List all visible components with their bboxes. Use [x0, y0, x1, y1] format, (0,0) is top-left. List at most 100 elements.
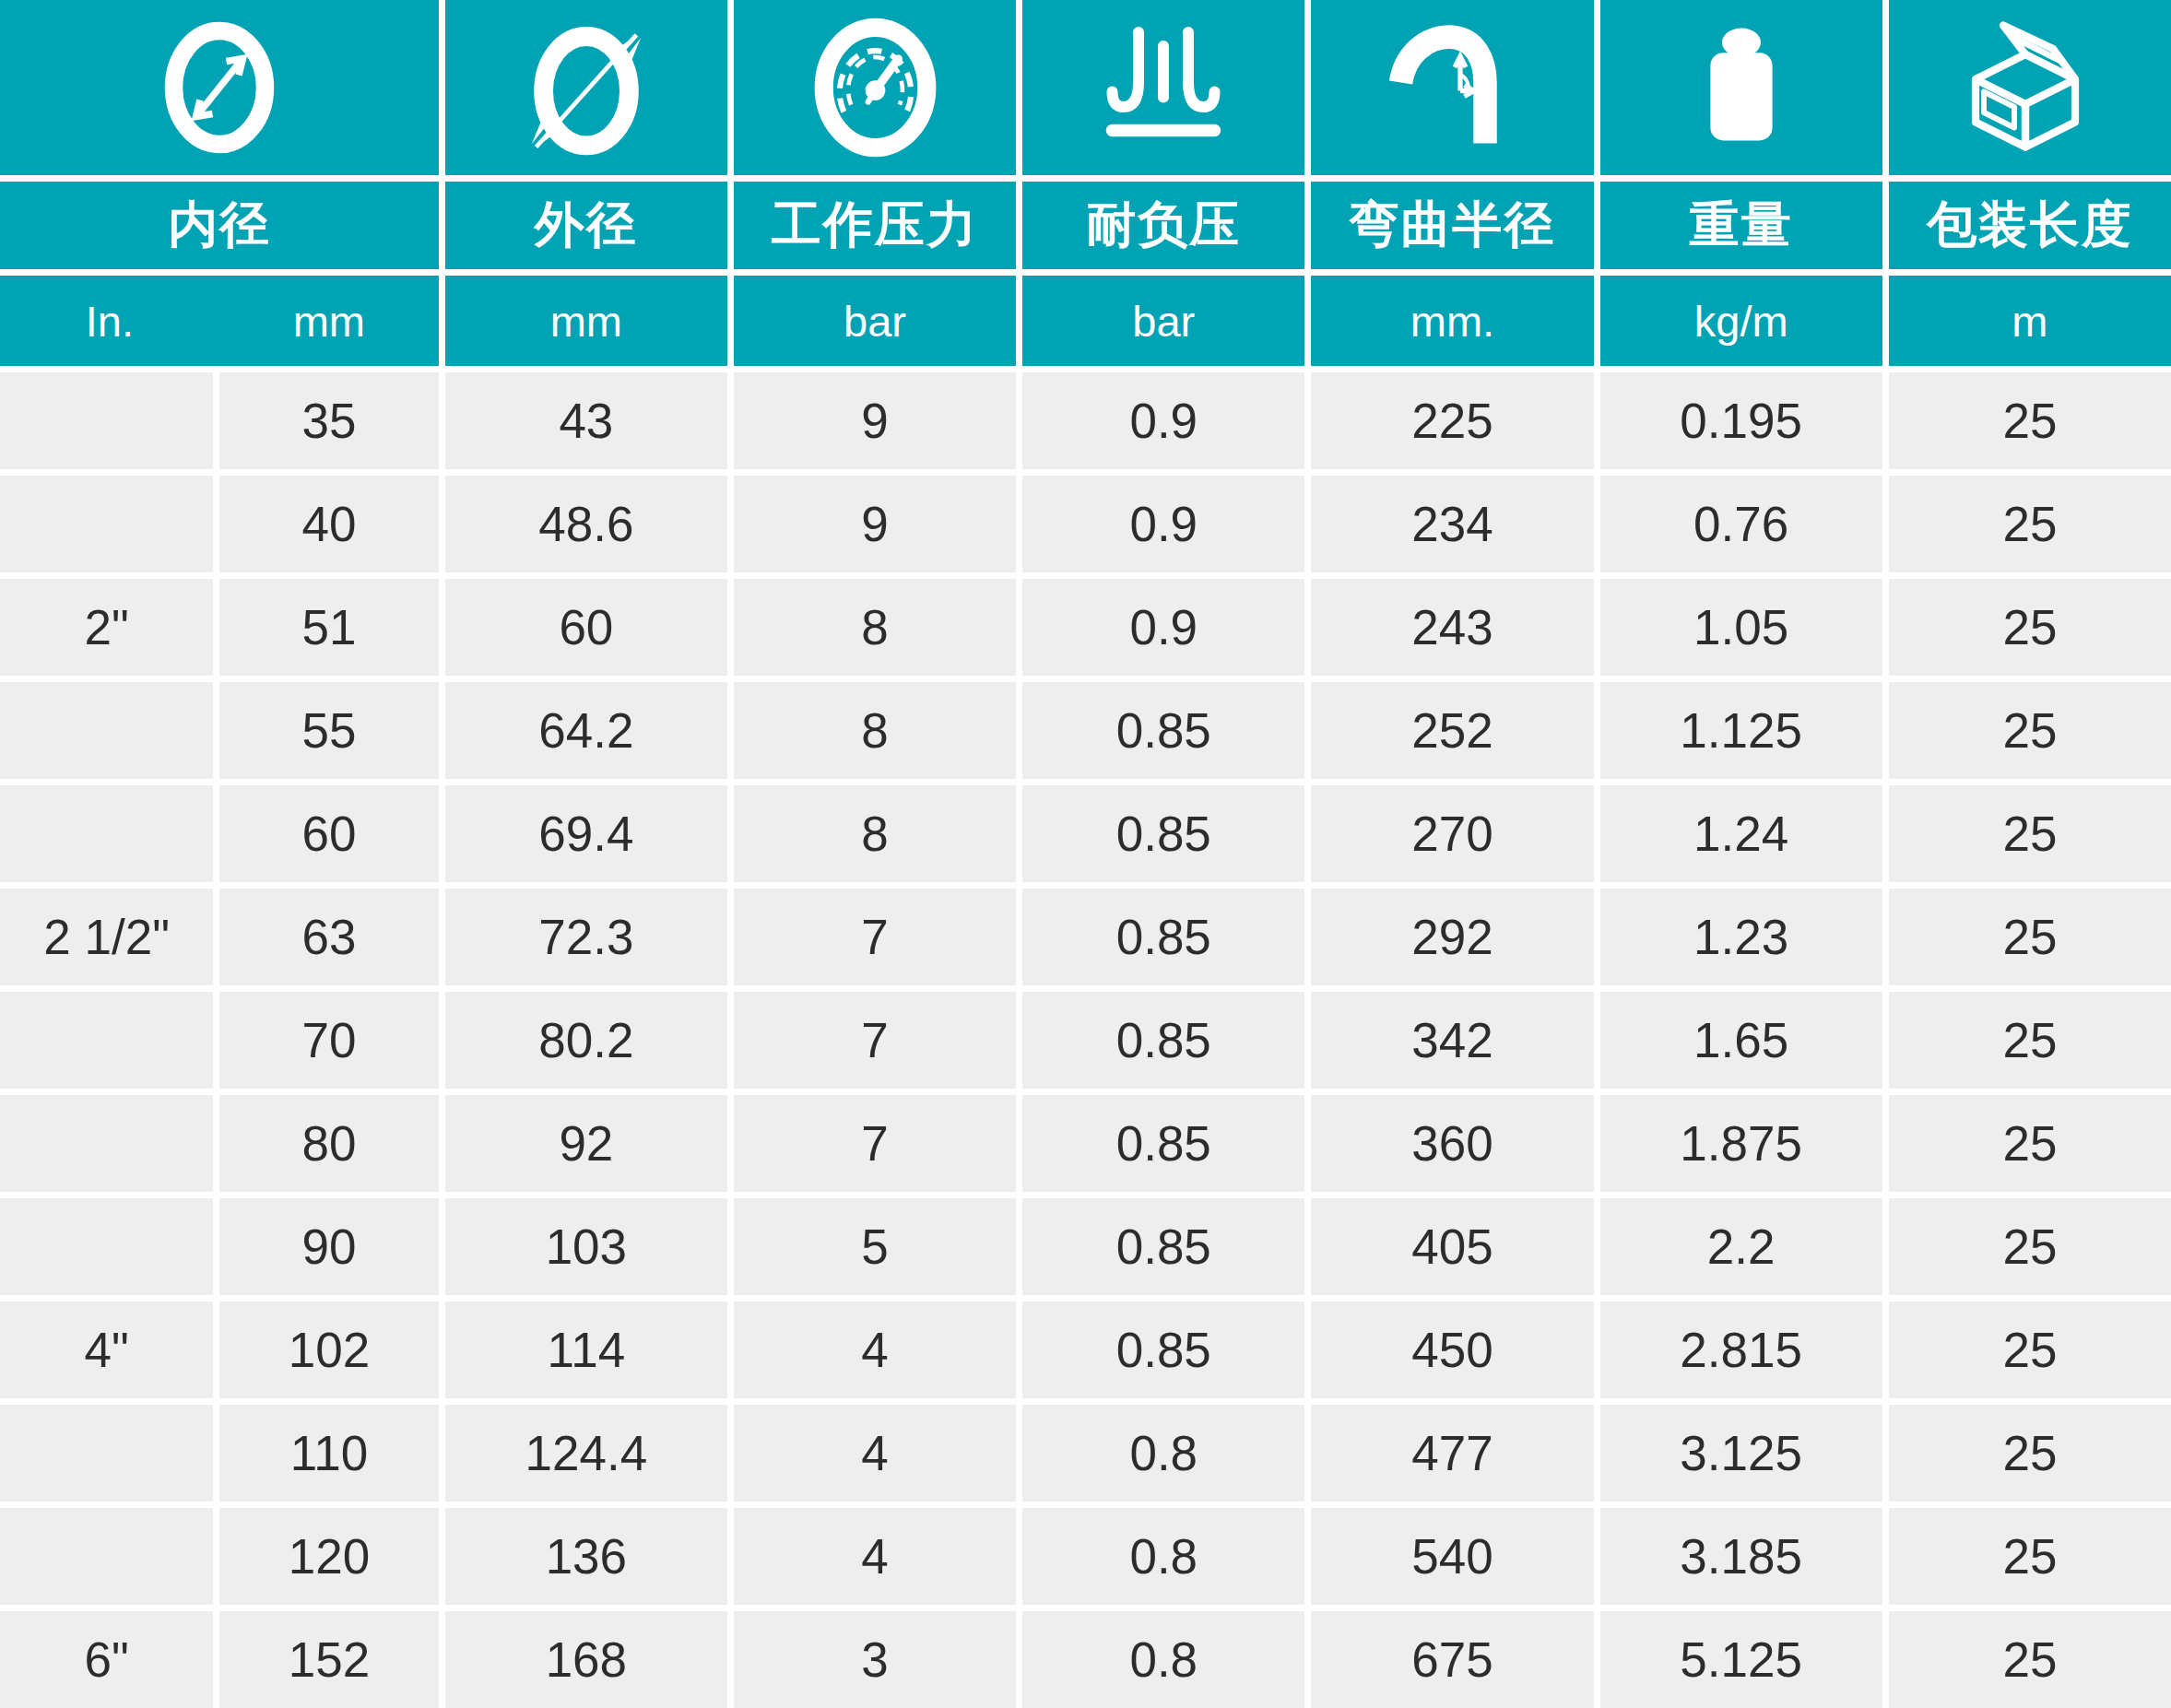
inch-size-cell	[0, 682, 213, 779]
vacuum-resistance-cell: 0.9	[1022, 372, 1304, 469]
outer-diameter-mm-cell: 48.6	[445, 476, 727, 572]
outer-diameter-mm-cell: 43	[445, 372, 727, 469]
working-pressure-cell: 3	[734, 1611, 1016, 1708]
package-length-label: 包装长度	[1889, 182, 2171, 269]
weight-cell: 1.125	[1600, 682, 1882, 779]
package-length-cell: 25	[1889, 476, 2171, 572]
bend-radius-header-cell	[1311, 0, 1593, 175]
working-pressure-cell: 8	[734, 682, 1016, 779]
vacuum-resistance-cell: 0.85	[1022, 682, 1304, 779]
outer-diameter-mm-cell: 168	[445, 1611, 727, 1708]
inch-size-cell	[0, 992, 213, 1089]
bend-radius-cell: 540	[1311, 1508, 1593, 1605]
inch-size-cell	[0, 372, 213, 469]
outer-diameter-mm-cell: 136	[445, 1508, 727, 1605]
inner-diameter-mm-cell: 55	[219, 682, 438, 779]
inch-size-cell	[0, 1508, 213, 1605]
outer-diameter-mm-cell: 64.2	[445, 682, 727, 779]
package-length-header-cell	[1889, 0, 2171, 175]
inner-diameter-label: 内径	[0, 182, 439, 269]
inch-size-cell	[0, 1095, 213, 1192]
inner-diameter-mm-cell: 102	[219, 1302, 438, 1398]
inch-size-cell	[0, 1198, 213, 1295]
bend-radius-cell: 342	[1311, 992, 1593, 1089]
weight-cell: 1.05	[1600, 579, 1882, 676]
working-pressure-cell: 4	[734, 1405, 1016, 1502]
inner-diameter-icon	[150, 15, 289, 160]
bend-radius-cell: 225	[1311, 372, 1593, 469]
working-pressure-cell: 5	[734, 1198, 1016, 1295]
outer-diameter-mm-cell: 124.4	[445, 1405, 727, 1502]
bend-radius-cell: 477	[1311, 1405, 1593, 1502]
weight-cell: 3.185	[1600, 1508, 1882, 1605]
working-pressure-unit: bar	[734, 276, 1016, 366]
weight-cell: 2.2	[1600, 1198, 1882, 1295]
bend-radius-label: 弯曲半径	[1311, 182, 1593, 269]
bend-radius-cell: 270	[1311, 785, 1593, 882]
inch-size-cell	[0, 1405, 213, 1502]
outer-diameter-header-cell	[445, 0, 727, 175]
vacuum-resistance-cell: 0.85	[1022, 1198, 1304, 1295]
inner-diameter-mm-cell: 63	[219, 889, 438, 985]
bend-radius-cell: 234	[1311, 476, 1593, 572]
weight-cell: 1.875	[1600, 1095, 1882, 1192]
working-pressure-cell: 9	[734, 372, 1016, 469]
inner-diameter-mm-cell: 51	[219, 579, 438, 676]
unit-mm: mm	[219, 296, 439, 347]
bend-radius-cell: 360	[1311, 1095, 1593, 1192]
working-pressure-cell: 8	[734, 785, 1016, 882]
outer-diameter-icon	[513, 12, 660, 164]
package-length-cell: 25	[1889, 1611, 2171, 1708]
weight-icon	[1677, 18, 1806, 157]
inner-diameter-mm-cell: 60	[219, 785, 438, 882]
package-length-cell: 25	[1889, 1405, 2171, 1502]
working-pressure-label: 工作压力	[734, 182, 1016, 269]
package-length-cell: 25	[1889, 1198, 2171, 1295]
weight-cell: 1.24	[1600, 785, 1882, 882]
inner-diameter-mm-cell: 70	[219, 992, 438, 1089]
weight-cell: 1.23	[1600, 889, 1882, 985]
bend-radius-cell: 450	[1311, 1302, 1593, 1398]
bend-radius-cell: 405	[1311, 1198, 1593, 1295]
vacuum-resistance-label: 耐负压	[1022, 182, 1304, 269]
vacuum-resistance-cell: 0.8	[1022, 1405, 1304, 1502]
package-length-cell: 25	[1889, 889, 2171, 985]
outer-diameter-mm-cell: 72.3	[445, 889, 727, 985]
inner-diameter-mm-cell: 80	[219, 1095, 438, 1192]
inch-size-cell: 2 1/2"	[0, 889, 213, 985]
weight-header-cell	[1600, 0, 1882, 175]
package-length-unit: m	[1889, 276, 2171, 366]
working-pressure-cell: 7	[734, 992, 1016, 1089]
vacuum-resistance-cell: 0.85	[1022, 785, 1304, 882]
weight-cell: 0.76	[1600, 476, 1882, 572]
inch-size-cell	[0, 476, 213, 572]
bend-radius-cell: 243	[1311, 579, 1593, 676]
working-pressure-cell: 4	[734, 1302, 1016, 1398]
inner-diameter-mm-cell: 120	[219, 1508, 438, 1605]
vacuum-resistance-cell: 0.8	[1022, 1508, 1304, 1605]
bend-radius-cell: 675	[1311, 1611, 1593, 1708]
package-length-cell: 25	[1889, 372, 2171, 469]
inner-diameter-header-cell	[0, 0, 439, 175]
bend-radius-cell: 292	[1311, 889, 1593, 985]
inch-size-cell	[0, 785, 213, 882]
outer-diameter-label: 外径	[445, 182, 727, 269]
bend-radius-cell: 252	[1311, 682, 1593, 779]
inner-diameter-mm-cell: 35	[219, 372, 438, 469]
weight-cell: 3.125	[1600, 1405, 1882, 1502]
working-pressure-cell: 9	[734, 476, 1016, 572]
package-length-cell: 25	[1889, 1508, 2171, 1605]
working-pressure-cell: 4	[734, 1508, 1016, 1605]
vacuum-resistance-cell: 0.85	[1022, 992, 1304, 1089]
outer-diameter-mm-cell: 92	[445, 1095, 727, 1192]
weight-cell: 5.125	[1600, 1611, 1882, 1708]
weight-label: 重量	[1600, 182, 1882, 269]
hose-spec-table: 内径 外径 工作压力 耐负压 弯曲半径 重量 包装长度 In. mm mm ba…	[0, 0, 2171, 1708]
vacuum-resistance-cell: 0.8	[1022, 1611, 1304, 1708]
inch-size-cell: 2"	[0, 579, 213, 676]
vacuum-resistance-cell: 0.9	[1022, 476, 1304, 572]
working-pressure-header-cell	[734, 0, 1016, 175]
inner-diameter-units-cell: In. mm	[0, 276, 439, 366]
outer-diameter-mm-cell: 60	[445, 579, 727, 676]
package-length-cell: 25	[1889, 682, 2171, 779]
